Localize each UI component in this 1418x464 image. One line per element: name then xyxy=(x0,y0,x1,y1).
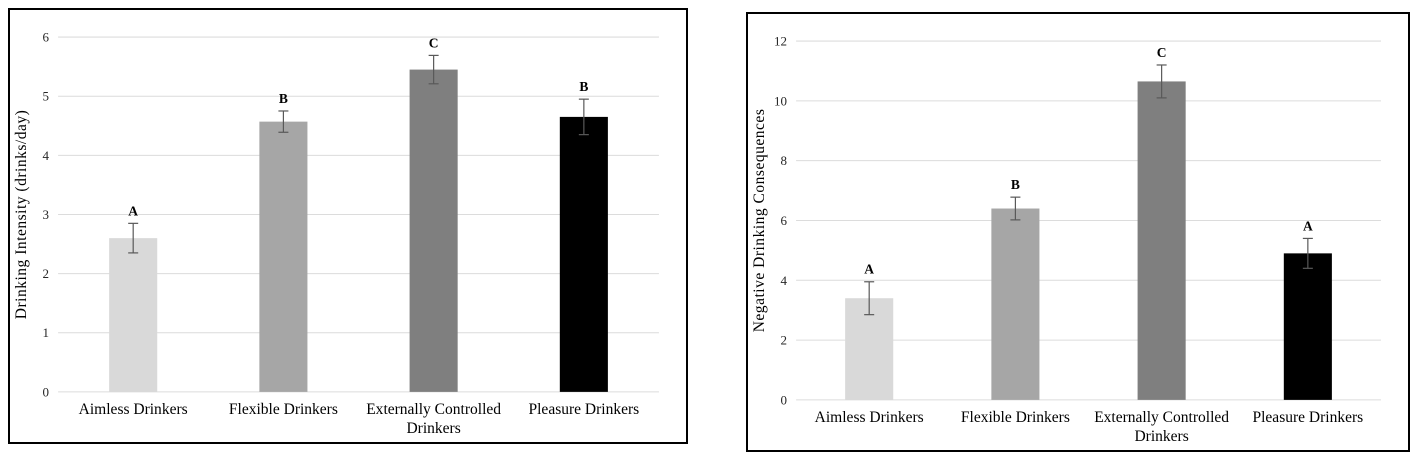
x-category-label: Externally Controlled xyxy=(366,401,501,418)
y-tick-label: 12 xyxy=(774,34,787,49)
bar xyxy=(991,208,1040,400)
bar xyxy=(559,116,608,392)
bar xyxy=(1283,253,1332,400)
y-tick-label: 0 xyxy=(781,392,788,407)
y-tick-label: 8 xyxy=(781,153,788,168)
y-tick-label: 3 xyxy=(43,207,50,222)
x-category-label: Aimless Drinkers xyxy=(815,409,924,426)
x-category-label: Externally Controlled xyxy=(1094,409,1229,426)
bar xyxy=(1137,81,1186,400)
y-tick-label: 2 xyxy=(43,266,50,281)
bar xyxy=(109,238,158,392)
negative-drinking-consequences-chart: 0 2 4 6 8 10 12 Negative Drinking Consequences A… xyxy=(751,34,1381,445)
y-tick-label: 6 xyxy=(781,213,788,228)
sig-letter: A xyxy=(128,203,138,218)
y-tick-label: 4 xyxy=(43,148,50,163)
drinking-intensity-chart: 0 1 2 3 4 5 6 Drinking Intensity (drinks/day) A A… xyxy=(13,30,659,437)
x-category-label: Drinkers xyxy=(406,420,460,437)
y-tick-label: 4 xyxy=(781,273,788,288)
x-category-label: Flexible Drinkers xyxy=(229,401,338,418)
sig-letter: A xyxy=(864,262,874,277)
y-axis-title: Negative Drinking Consequences xyxy=(751,109,768,333)
y-tick-label: 0 xyxy=(43,384,50,399)
chart-panel-negative-drinking-consequences: 0 2 4 6 8 10 12 Negative Drinking Consequences A… xyxy=(746,12,1410,452)
y-tick-label: 5 xyxy=(43,89,50,104)
y-tick-label: 2 xyxy=(781,333,788,348)
x-category-label: Pleasure Drinkers xyxy=(529,401,640,418)
chart-panel-drinking-intensity: 0 1 2 3 4 5 6 Drinking Intensity (drinks/day) A A… xyxy=(8,8,688,444)
y-axis-title: Drinking Intensity (drinks/day) xyxy=(13,110,30,320)
sig-letter: B xyxy=(279,91,288,106)
x-category-label: Aimless Drinkers xyxy=(79,401,188,418)
y-tick-label: 1 xyxy=(43,325,50,340)
sig-letter: C xyxy=(429,35,439,50)
bar xyxy=(259,121,308,392)
sig-letter: B xyxy=(1011,177,1020,192)
y-tick-label: 10 xyxy=(774,93,788,108)
x-category-label: Pleasure Drinkers xyxy=(1253,409,1364,426)
x-category-label: Drinkers xyxy=(1134,428,1188,445)
bar xyxy=(409,69,458,392)
sig-letter: C xyxy=(1157,45,1167,60)
y-tick-label: 6 xyxy=(43,30,50,45)
sig-letter: B xyxy=(579,79,588,94)
x-category-label: Flexible Drinkers xyxy=(961,409,1070,426)
sig-letter: A xyxy=(1303,218,1313,233)
